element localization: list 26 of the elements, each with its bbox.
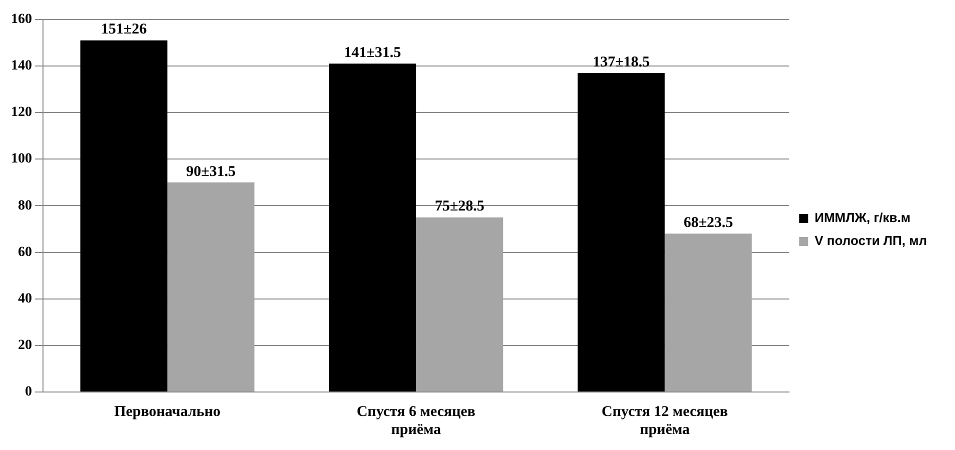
bar [329,64,416,392]
bar [167,182,254,392]
bar [80,40,168,392]
y-tick-label: 100 [11,152,32,167]
data-label: 137±18.5 [592,54,650,70]
bar [578,72,665,392]
data-label: 75±28.5 [434,198,484,215]
y-tick-label: 0 [25,384,32,400]
data-label: 90±31.5 [186,164,236,180]
x-tick-label: Первоначально [114,404,221,420]
legend-label: ИММЛЖ, г/кв.м [814,210,910,226]
legend-label: V полости ЛП, мл [814,233,927,248]
x-tick-label: Спустя 6 месяцев приёма [356,404,476,438]
y-tick-label: 20 [18,338,32,354]
y-tick-label: 40 [18,291,32,306]
x-tick-label: Спустя 12 месяцев приёма [602,404,728,438]
y-tick-label: 60 [18,244,32,260]
bar [664,234,752,392]
y-tick-label: 80 [18,198,32,214]
data-label: 68±23.5 [684,215,734,232]
data-label: 151±26 [100,22,148,38]
y-tick-label: 120 [11,105,32,120]
y-tick-label: 140 [11,58,32,74]
data-label: 141±31.5 [344,45,402,62]
bar [416,217,504,392]
y-tick-label: 160 [11,12,32,28]
